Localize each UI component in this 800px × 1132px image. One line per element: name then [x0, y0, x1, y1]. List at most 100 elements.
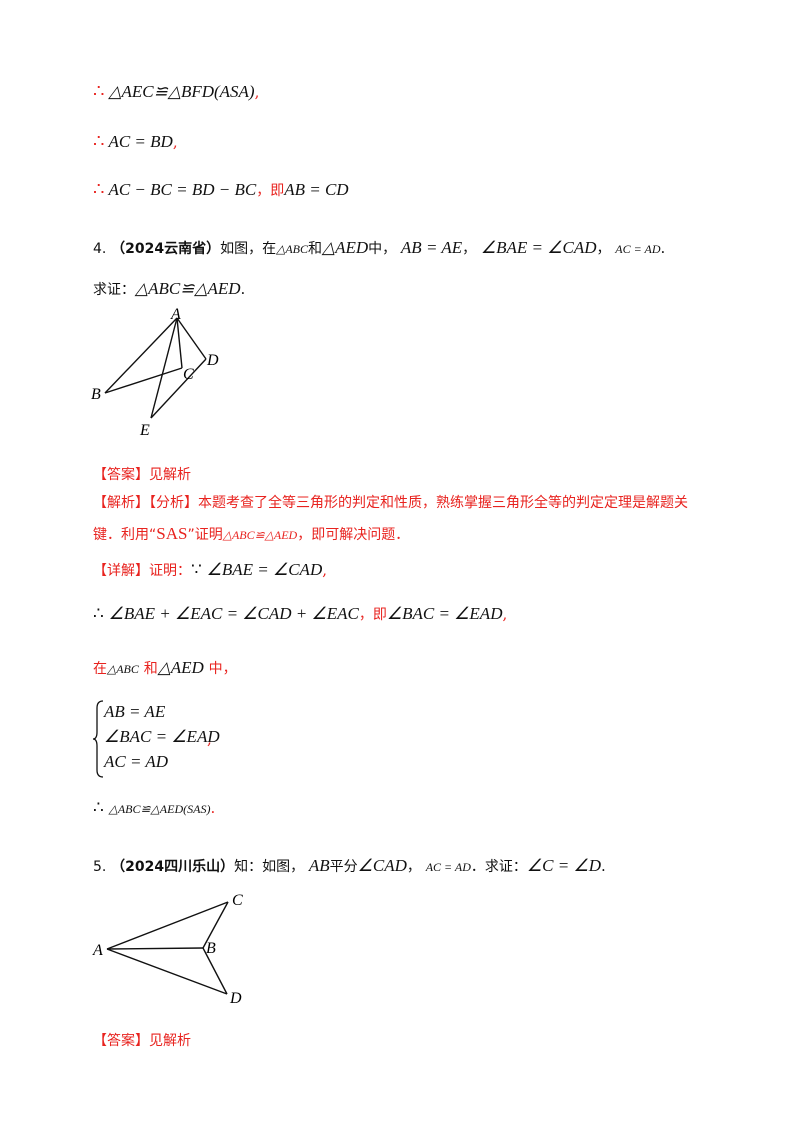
math-expression: △ABC≌△AED: [222, 528, 298, 542]
analysis-text: ，即可解决问题．: [297, 527, 410, 543]
question-5-figure: A B C D: [92, 892, 243, 1007]
question-text: 知：如图，: [234, 859, 305, 875]
answer-text: 见解析: [149, 1033, 191, 1049]
answer-tag: 【答案】: [93, 467, 149, 483]
analysis-line-2: 键．利用“SAS”证明△ABC≌△AED，即可解决问题．: [93, 524, 409, 545]
segment-ae: [150, 317, 178, 419]
question-text: 和: [308, 241, 323, 257]
punctuation: .: [210, 799, 216, 817]
because-symbol: ∵: [191, 560, 202, 579]
therefore-symbol: ∴: [93, 179, 105, 200]
label-d: D: [229, 990, 242, 1007]
detail-line: 【详解】证明：∵ ∠BAE = ∠CAD,: [93, 560, 327, 581]
math-expression: ∠CAD: [357, 856, 407, 875]
punctuation: ,: [172, 133, 178, 151]
prove-label: 求证：: [93, 282, 135, 298]
label-e: E: [139, 422, 150, 439]
segment-ed: [150, 358, 207, 419]
punctuation: .: [240, 280, 246, 298]
math-expression: △AED: [157, 658, 204, 677]
detail-text: 证明：: [149, 563, 191, 579]
connector-text: ，即: [256, 183, 285, 199]
segment-ad: [106, 948, 228, 995]
math-expression: ∠BAE = ∠CAD: [480, 238, 597, 257]
analysis-subtag: 【分析】: [149, 495, 198, 511]
therefore-symbol: ∴: [93, 604, 104, 623]
question-source: （2024云南省）: [111, 241, 221, 257]
analysis-text: 键．利用“: [93, 527, 157, 543]
connector-text: 在: [93, 661, 107, 677]
label-c: C: [183, 366, 194, 383]
math-expression: △ABC: [276, 242, 309, 256]
segment-ab: [106, 947, 204, 950]
punctuation: .: [660, 239, 666, 257]
punctuation: ,: [502, 605, 508, 623]
question-text: 中，: [368, 241, 397, 257]
analysis-text: ”证明: [187, 527, 223, 543]
congruence-expression: △AEC≌△BFD(ASA): [108, 82, 255, 101]
math-expression: ∠BAE = ∠CAD: [206, 560, 323, 579]
label-a: A: [170, 306, 181, 323]
punctuation: .: [601, 857, 606, 875]
label-a: A: [92, 942, 103, 959]
question-4-figure: A B C D E: [91, 306, 219, 439]
equation-system: AB = AE ∠BAC = ∠EAD AC = AD ,: [93, 700, 253, 780]
punctuation: ，: [462, 241, 477, 257]
math-expression: ∠BAE + ∠EAC = ∠CAD + ∠EAC: [108, 604, 359, 623]
answer-line: 【答案】见解析: [93, 464, 191, 485]
question-number: 5.: [93, 859, 107, 875]
math-expression: AC = AD: [425, 860, 471, 874]
step-2-line: ∴ ∠BAE + ∠EAC = ∠CAD + ∠EAC，即∠BAC = ∠EAD…: [93, 604, 507, 625]
question-4-statement: 4. （2024云南省）如图，在△ABC和△AED中， AB = AE， ∠BA…: [93, 238, 665, 259]
system-row-1: AB = AE: [104, 702, 166, 721]
segment-bc: [104, 367, 183, 394]
analysis-tag: 【解析】: [93, 495, 149, 511]
answer-line-5: 【答案】见解析: [93, 1030, 191, 1051]
system-row-3: AC = AD: [104, 752, 169, 771]
punctuation: ,: [322, 561, 327, 579]
proof-line-2: ∴ AC = BD,: [93, 132, 178, 152]
therefore-symbol: ∴: [93, 81, 105, 102]
connector-text: ，即: [358, 607, 387, 623]
equation: AB = CD: [284, 180, 349, 199]
connector-text: 和: [143, 661, 158, 677]
question-text: 如图，在: [220, 241, 277, 257]
label-c: C: [232, 892, 243, 909]
analysis-line-1: 【解析】【分析】本题考查了全等三角形的判定和性质，熟练掌握三角形全等的判定定理是…: [93, 492, 688, 513]
proof-line-3: ∴ AC − BC = BD − BC，即AB = CD: [93, 180, 349, 201]
label-b: B: [206, 940, 216, 957]
label-b: B: [91, 386, 101, 403]
math-expression: △ABC≌△AED: [135, 279, 241, 298]
label-d: D: [206, 352, 219, 369]
answer-text: 见解析: [149, 467, 191, 483]
punctuation: ,: [254, 83, 260, 101]
math-expression: AB = AE: [400, 238, 463, 257]
math-expression: ∠BAC = ∠EAD: [386, 604, 503, 623]
connector-text: 中，: [208, 661, 237, 677]
question-number: 4.: [93, 241, 107, 257]
math-expression: △AED: [322, 238, 369, 257]
segment-ab: [104, 317, 178, 394]
segment-ad: [176, 317, 207, 360]
math-expression: ∠C = ∠D: [526, 856, 601, 875]
question-5-statement: 5. （2024四川乐山）知：如图， AB平分∠CAD， AC = AD．求证：…: [93, 856, 606, 877]
therefore-symbol: ∴: [93, 131, 105, 152]
math-expression: AC = AD: [615, 242, 661, 256]
punctuation: ,: [207, 730, 212, 748]
sas-text: SAS: [156, 524, 188, 543]
math-expression: △ABC: [107, 662, 139, 676]
segment-ac: [176, 317, 183, 369]
question-4-prove: 求证：△ABC≌△AED.: [93, 279, 245, 300]
in-triangles-line: 在△ABC 和△AED 中，: [93, 658, 237, 679]
question-text: ．求证：: [470, 859, 527, 875]
proof-line-1: ∴ △AEC≌△BFD(ASA),: [93, 82, 259, 102]
brace-icon: [93, 700, 104, 778]
question-text: 平分: [329, 859, 358, 875]
punctuation: ，: [596, 241, 611, 257]
math-expression: △ABC≌△AED(SAS): [108, 802, 211, 816]
segment-ac: [106, 901, 229, 950]
detail-tag: 【详解】: [93, 563, 149, 579]
question-source: （2024四川乐山）: [111, 859, 235, 875]
equation: AC − BC = BD − BC: [108, 180, 257, 199]
system-row-2: ∠BAC = ∠EAD: [104, 727, 220, 746]
